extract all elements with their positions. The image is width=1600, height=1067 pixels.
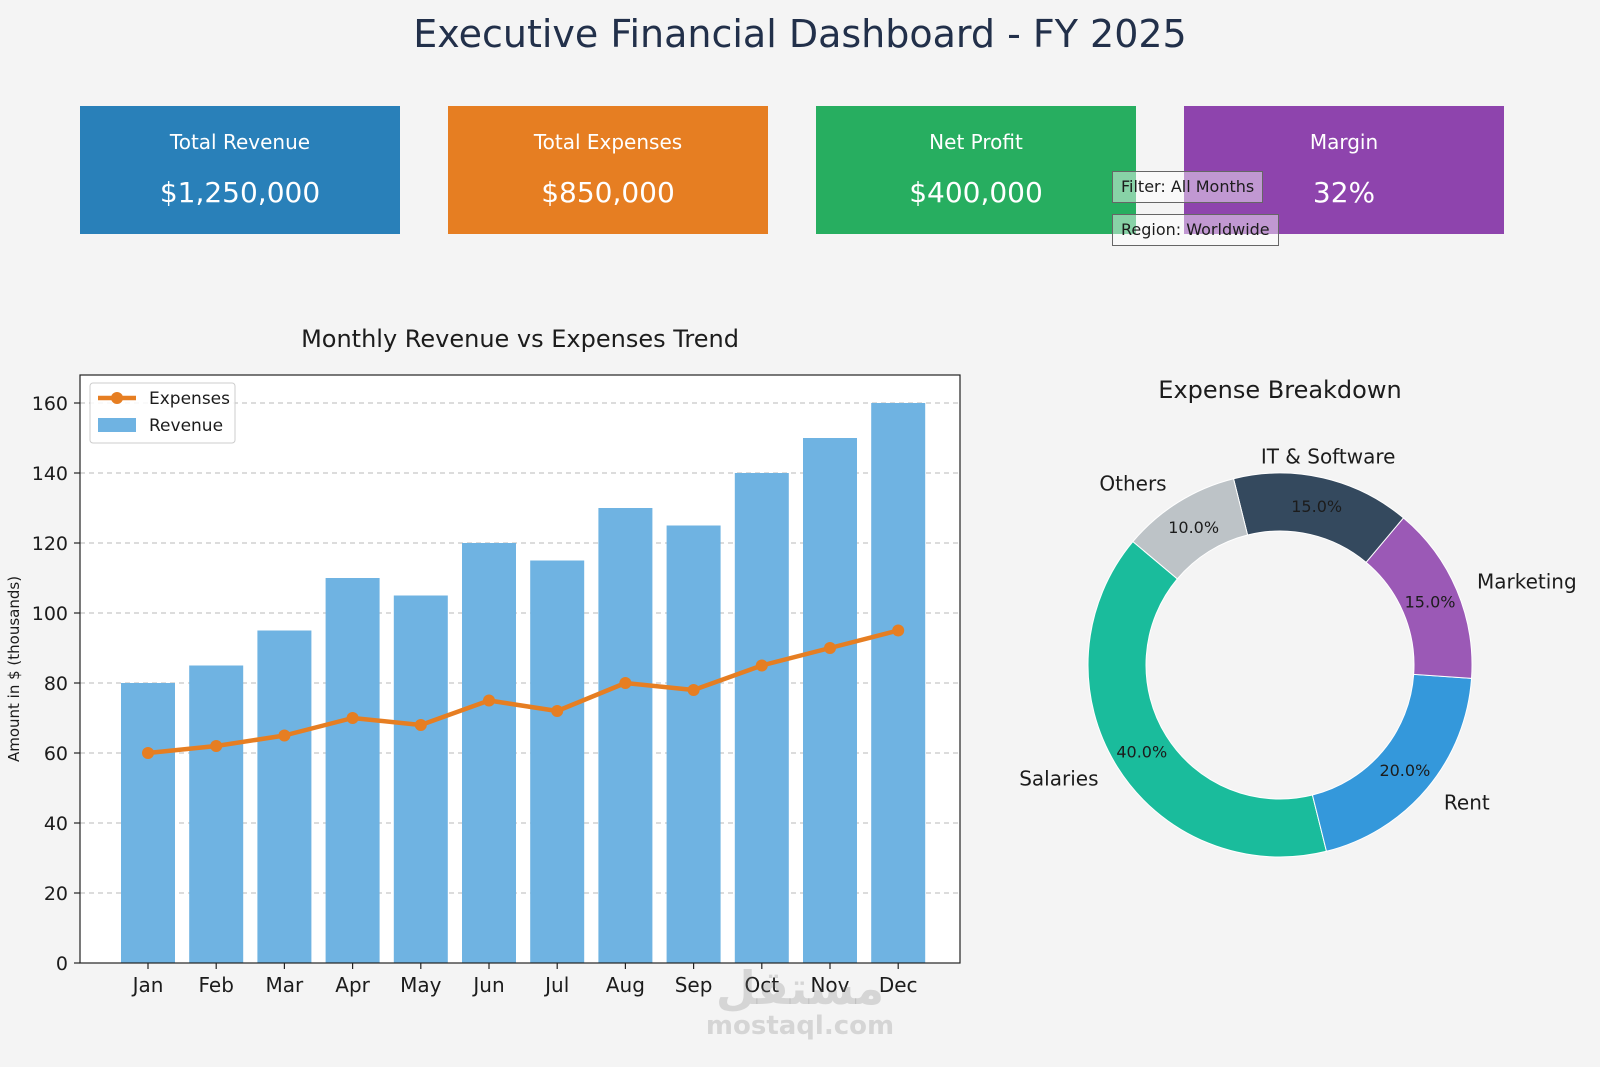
slice-percent-label: 15.0% xyxy=(1405,592,1456,611)
slice-category-label: Rent xyxy=(1444,791,1490,815)
x-tick-label: Feb xyxy=(198,973,233,997)
kpi-value: $850,000 xyxy=(541,176,675,209)
y-tick-label: 140 xyxy=(32,463,68,485)
watermark-domain: mostaql.com xyxy=(705,1011,895,1041)
expenses-point xyxy=(346,712,359,724)
revenue-bar xyxy=(189,665,244,963)
kpi-value: $1,250,000 xyxy=(159,176,321,209)
x-tick-label: Mar xyxy=(266,973,305,997)
y-tick-label: 120 xyxy=(32,533,68,555)
x-tick-label: Sep xyxy=(675,973,713,997)
revenue-bar xyxy=(530,560,585,963)
expenses-point xyxy=(824,642,836,654)
revenue-bar xyxy=(325,578,380,963)
kpi-label: Total Revenue xyxy=(169,130,311,154)
donut-slice xyxy=(1087,540,1328,858)
x-tick-label: Dec xyxy=(879,973,918,997)
y-tick-label: 60 xyxy=(44,743,68,765)
kpi-label: Margin xyxy=(1309,130,1379,154)
expenses-point xyxy=(619,677,632,689)
x-tick-label: Jul xyxy=(543,973,569,997)
x-tick-label: Jan xyxy=(131,973,164,997)
revenue-bar xyxy=(666,525,721,963)
revenue-bar xyxy=(734,473,789,963)
kpi-card-total-expenses: Total Expenses $850,000 xyxy=(448,106,768,234)
y-tick-label: 40 xyxy=(44,813,68,835)
expenses-point xyxy=(142,747,154,759)
x-tick-label: Oct xyxy=(745,973,780,997)
expenses-point xyxy=(551,705,564,717)
y-tick-label: 160 xyxy=(32,393,68,415)
watermark: مستقل mostaql.com xyxy=(700,965,900,1041)
kpi-card-margin: Margin 32% xyxy=(1184,106,1504,234)
slice-percent-label: 10.0% xyxy=(1168,518,1219,537)
kpi-card-total-revenue: Total Revenue $1,250,000 xyxy=(80,106,400,234)
revenue-bar xyxy=(803,438,857,963)
kpi-label: Total Expenses xyxy=(533,130,683,154)
revenue-bar xyxy=(393,595,448,963)
expenses-point xyxy=(278,729,291,742)
legend-marker xyxy=(111,392,123,404)
slice-percent-label: 40.0% xyxy=(1116,742,1167,761)
kpi-value: $400,000 xyxy=(909,176,1043,209)
kpi-label: Net Profit xyxy=(929,130,1023,154)
expenses-line xyxy=(147,628,899,756)
slice-category-label: IT & Software xyxy=(1261,444,1396,468)
slice-category-label: Others xyxy=(1099,472,1166,496)
expenses-point xyxy=(687,684,700,696)
x-tick-label: Nov xyxy=(810,973,849,997)
expenses-point xyxy=(892,624,905,637)
slice-category-label: Marketing xyxy=(1477,569,1577,593)
revenue-bar xyxy=(598,508,653,963)
x-tick-label: Jun xyxy=(471,973,504,997)
x-tick-label: Apr xyxy=(335,973,370,997)
kpi-card-net-profit: Net Profit $400,000 xyxy=(816,106,1136,234)
revenue-bar xyxy=(257,630,312,963)
donut-slice xyxy=(1132,478,1249,580)
slice-percent-label: 15.0% xyxy=(1291,497,1342,516)
donut-slice xyxy=(1232,472,1405,564)
expenses-point xyxy=(755,659,768,672)
expenses-point xyxy=(483,694,495,707)
filter-region-tag[interactable]: Region: Worldwide xyxy=(1112,214,1279,246)
plot-frame xyxy=(79,374,961,964)
slice-percent-label: 20.0% xyxy=(1379,761,1430,780)
trend-chart-title: Monthly Revenue vs Expenses Trend xyxy=(301,325,739,353)
x-tick-label: May xyxy=(400,973,442,997)
revenue-bar xyxy=(871,403,926,963)
x-tick-label: Aug xyxy=(606,973,645,997)
legend-label: Expenses xyxy=(149,389,230,409)
y-tick-label: 80 xyxy=(44,673,68,695)
y-axis-label: Amount in $ (thousands) xyxy=(5,576,23,762)
watermark-logo: مستقل xyxy=(715,961,885,1015)
page-title: Executive Financial Dashboard - FY 2025 xyxy=(413,12,1187,56)
y-tick-label: 20 xyxy=(44,883,68,905)
donut-chart-title: Expense Breakdown xyxy=(1158,376,1401,404)
expenses-point xyxy=(414,719,427,731)
legend-bar-swatch xyxy=(98,418,136,432)
legend-label: Revenue xyxy=(149,416,223,436)
filter-months-tag[interactable]: Filter: All Months xyxy=(1112,171,1264,203)
revenue-bar xyxy=(121,683,175,963)
slice-category-label: Salaries xyxy=(1019,766,1098,790)
expenses-point xyxy=(210,740,223,752)
kpi-value: 32% xyxy=(1312,176,1376,209)
revenue-bar xyxy=(462,543,516,963)
y-tick-label: 100 xyxy=(32,603,68,625)
y-tick-label: 0 xyxy=(56,953,68,975)
